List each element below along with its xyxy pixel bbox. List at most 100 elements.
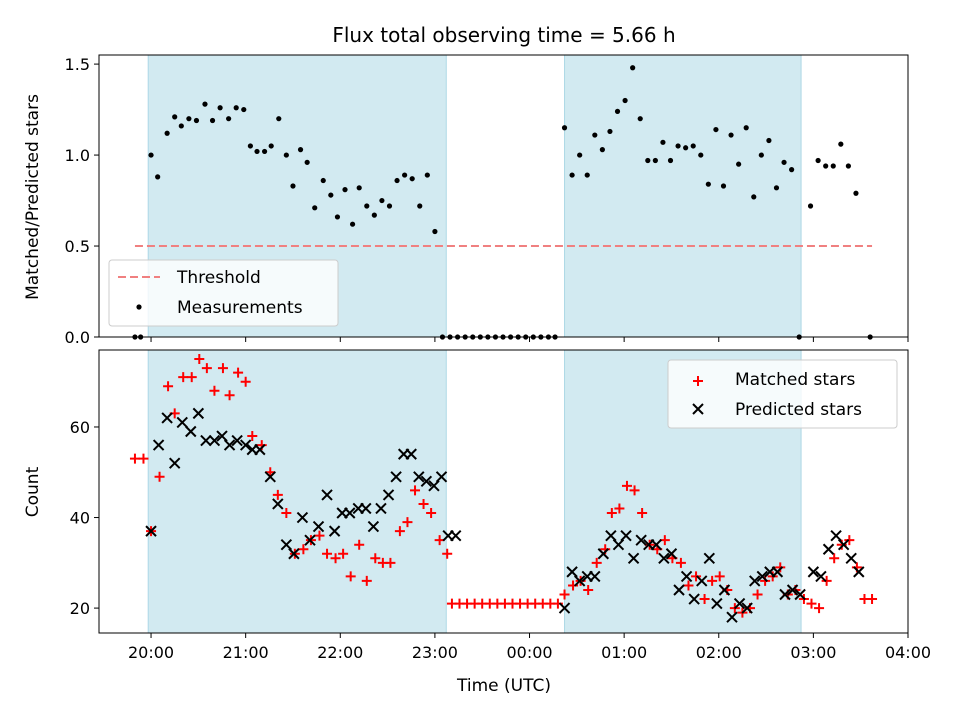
predicted-star-point bbox=[726, 611, 738, 623]
predicted-star-point bbox=[185, 425, 197, 438]
predicted-star-point bbox=[837, 538, 850, 551]
predicted-star-point bbox=[650, 538, 663, 551]
matched-star-point bbox=[178, 372, 189, 383]
matched-star-point bbox=[836, 539, 847, 550]
matched-star-point bbox=[201, 363, 212, 374]
legend-threshold-label: Threshold bbox=[176, 268, 261, 288]
predicted-star-point bbox=[635, 534, 647, 546]
predicted-star-point bbox=[435, 471, 448, 483]
legend-measurement-swatch bbox=[136, 304, 142, 310]
x-tick-label: 03:00 bbox=[790, 643, 836, 662]
matched-star-point bbox=[559, 589, 570, 600]
matched-star-point bbox=[354, 539, 365, 550]
predicted-star-point bbox=[145, 525, 157, 537]
predicted-star-point bbox=[360, 502, 372, 515]
matched-star-point bbox=[330, 553, 341, 564]
predicted-star-point bbox=[573, 575, 586, 587]
legend-predicted-label: Predicted stars bbox=[735, 400, 862, 420]
measurement-point bbox=[599, 147, 605, 153]
predicted-star-point bbox=[152, 439, 165, 451]
predicted-star-point bbox=[627, 552, 640, 564]
legend-bottom: Matched stars Predicted stars bbox=[667, 359, 898, 429]
measurement-point bbox=[698, 152, 704, 158]
matched-star-point bbox=[394, 526, 405, 537]
matched-star-point bbox=[217, 363, 228, 374]
predicted-star-point bbox=[200, 434, 212, 447]
predicted-star-point bbox=[321, 489, 333, 501]
measurement-point bbox=[247, 143, 253, 149]
measurement-point bbox=[781, 159, 787, 165]
predicted-star-point bbox=[420, 475, 433, 488]
measurement-point bbox=[815, 157, 821, 164]
matched-star-point bbox=[163, 381, 174, 392]
x-tick-label: 01:00 bbox=[601, 643, 647, 662]
y-tick-label: 60 bbox=[70, 418, 90, 437]
predicted-star-point bbox=[328, 525, 341, 537]
predicted-star-point bbox=[853, 566, 865, 578]
matched-star-point bbox=[821, 575, 832, 586]
measurement-point bbox=[853, 190, 859, 196]
matched-star-point bbox=[760, 575, 771, 586]
measurement-point bbox=[386, 203, 393, 209]
predicted-star-point bbox=[566, 566, 578, 578]
predicted-star-point bbox=[208, 434, 221, 447]
measurement-point bbox=[823, 163, 829, 169]
measurement-point bbox=[297, 147, 304, 153]
predicted-star-point bbox=[612, 538, 625, 551]
measurement-point bbox=[193, 117, 200, 124]
predicted-star-point bbox=[703, 552, 716, 564]
predicted-star-point bbox=[176, 416, 188, 429]
measurement-point bbox=[592, 132, 598, 138]
measurement-point bbox=[683, 145, 689, 151]
matched-star-point bbox=[583, 584, 594, 595]
predicted-star-point bbox=[382, 489, 395, 501]
measurement-point bbox=[304, 159, 310, 165]
predicted-star-point bbox=[428, 480, 440, 492]
measurement-point bbox=[312, 205, 318, 211]
predicted-star-point bbox=[605, 529, 617, 542]
measurement-point bbox=[637, 116, 643, 122]
predicted-star-point bbox=[223, 439, 236, 451]
matched-star-point bbox=[675, 557, 686, 568]
predicted-star-point bbox=[161, 412, 173, 424]
predicted-star-point bbox=[620, 529, 632, 542]
plot-frame bbox=[98, 349, 909, 634]
y-tick-label: 40 bbox=[70, 509, 90, 528]
measurement-point bbox=[614, 108, 621, 114]
bottom-y-axis-label: Count bbox=[23, 466, 43, 517]
matched-star-point bbox=[752, 589, 763, 600]
measurement-point bbox=[276, 116, 282, 122]
measurement-point bbox=[758, 152, 764, 158]
matched-star-point bbox=[410, 485, 421, 496]
predicted-star-point bbox=[589, 570, 601, 583]
measurement-point bbox=[424, 172, 430, 178]
measurement-point bbox=[342, 187, 348, 193]
measurement-point bbox=[334, 214, 341, 220]
matched-star-point bbox=[370, 553, 381, 564]
shaded-interval bbox=[564, 54, 802, 338]
predicted-star-point bbox=[658, 552, 670, 564]
legend-box bbox=[108, 259, 339, 327]
measurement-point bbox=[667, 157, 674, 164]
matched-star-point bbox=[240, 376, 251, 387]
measurement-point bbox=[217, 105, 223, 111]
predicted-star-point bbox=[680, 570, 693, 583]
legend-predicted-swatch bbox=[692, 403, 704, 415]
predicted-star-point bbox=[688, 593, 700, 605]
matched-star-point bbox=[442, 548, 453, 559]
measurement-point bbox=[728, 132, 734, 138]
measurement-point bbox=[713, 126, 719, 133]
matched-star-point bbox=[314, 530, 325, 541]
matched-star-point bbox=[614, 503, 625, 514]
matched-star-point bbox=[402, 517, 413, 528]
matched-star-point bbox=[385, 557, 396, 568]
measurement-point bbox=[630, 65, 636, 71]
predicted-star-point bbox=[413, 471, 425, 483]
matched-star-point bbox=[699, 594, 710, 605]
matched-star-point bbox=[606, 508, 617, 519]
matched-star-point bbox=[714, 571, 725, 582]
x-axis-label: Time (UTC) bbox=[456, 676, 551, 696]
measurement-point bbox=[290, 183, 296, 189]
measurement-point bbox=[584, 172, 590, 178]
